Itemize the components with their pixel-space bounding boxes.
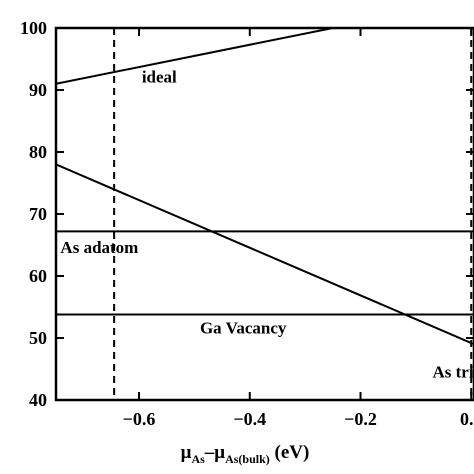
x-axis-label: μAs–μAs(bulk) (eV): [181, 442, 310, 466]
series-line-ideal: [56, 28, 474, 85]
y-tick-label: 60: [29, 266, 47, 286]
y-tick-label: 50: [29, 328, 47, 348]
x-axis-label-minus: –: [204, 442, 215, 463]
x-axis: −0.6 −0.4 −0.2 0.0: [123, 28, 474, 429]
x-tick-label: −0.6: [123, 409, 156, 429]
y-axis: 40 50 60 70 80 90 100: [20, 18, 474, 410]
y-tick-label: 40: [29, 390, 47, 410]
annotation-label: As trimer: [432, 363, 474, 382]
x-tick-label: −0.2: [344, 409, 377, 429]
x-axis-label-mu: μ: [181, 442, 192, 463]
y-tick-label: 70: [29, 204, 47, 224]
annotation-label: As adatom: [60, 238, 138, 257]
x-axis-label-mu: μ: [214, 442, 225, 463]
annotation-label: Ga Vacancy: [200, 319, 287, 338]
x-tick-label: 0.0: [460, 409, 474, 429]
plot-frame: [54, 26, 474, 402]
x-tick-label: −0.4: [233, 409, 266, 429]
y-tick-label: 80: [29, 142, 47, 162]
plot-area: ideal As adatom Ga Vacancy As trimer: [56, 28, 474, 400]
y-tick-label: 100: [20, 18, 47, 38]
series-line-as-trimer: [56, 163, 474, 346]
y-tick-label: 90: [29, 80, 47, 100]
x-axis-label-sub: As(bulk): [225, 452, 270, 466]
x-axis-label-sub: As: [191, 452, 205, 466]
annotation-label: ideal: [142, 68, 177, 87]
x-axis-label-unit: (eV): [270, 442, 310, 463]
